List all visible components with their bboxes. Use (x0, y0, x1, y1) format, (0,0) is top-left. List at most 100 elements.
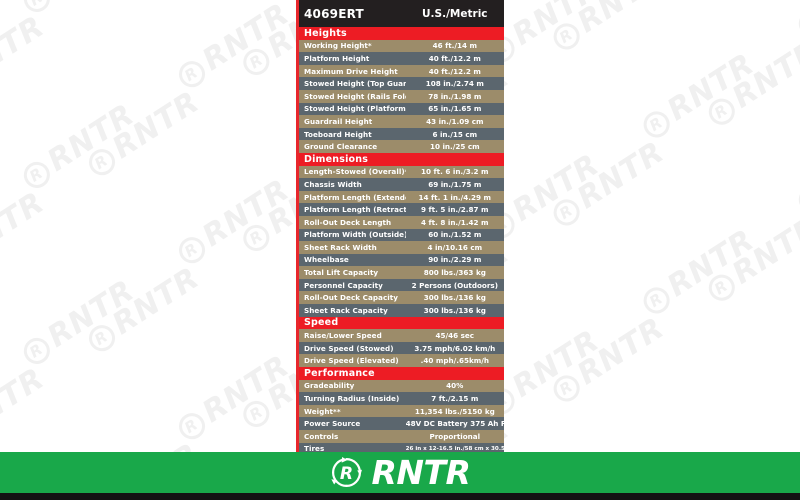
spec-label: Guardrail Height (304, 116, 373, 126)
spec-row: Gradeability 40% (299, 379, 504, 393)
spec-value: 108 in./2.74 m (425, 79, 484, 89)
section-header-row: Dimensions (299, 152, 504, 166)
spec-row: Sheet Rack Capacity 300 lbs./136 kg (299, 304, 504, 317)
spec-value: 43 in./1.09 cm (426, 116, 484, 126)
spec-label: Stowed Height (Platform Floor) (304, 104, 406, 114)
spec-value: 300 lbs./136 kg (423, 293, 486, 303)
spec-value: 2 Persons (Outdoors) (411, 280, 498, 290)
spec-value: 4 ft. 8 in./1.42 m (421, 217, 489, 227)
spec-row: Platform Width (Outside) 60 in./1.52 m (299, 228, 504, 242)
section-title: Dimensions (304, 153, 369, 165)
spec-label: Raise/Lower Speed (304, 331, 382, 341)
spec-value: 78 in./1.98 m (428, 91, 482, 101)
rntr-recycle-ring-icon (793, 181, 800, 218)
spec-label: Ground Clearance (304, 142, 378, 152)
spec-label: Roll-Out Deck Capacity (304, 293, 398, 303)
spec-row: Stowed Height (Top Guardrail) 108 in./2.7… (299, 77, 504, 90)
spec-label: Maximum Drive Height (304, 66, 398, 76)
spec-row: Ground Clearance 10 in./25 cm (299, 140, 504, 153)
spec-label: Stowed Height (Top Guardrail) (304, 79, 406, 89)
table-header-row: 4069ERT U.S./Metric (299, 0, 504, 27)
spec-label: Platform Width (Outside) (304, 230, 406, 240)
spec-label: Platform Height (304, 53, 370, 63)
watermark-item: RNTR (790, 122, 800, 220)
spec-row: Sheet Rack Width 4 in/10.16 cm (299, 241, 504, 254)
spec-row: Platform Length (Retracted) 9 ft. 5 in./2… (299, 203, 504, 216)
section-header-row: Performance (299, 367, 504, 380)
spec-value: 6 in./15 cm (432, 129, 478, 139)
spec-label: Sheet Rack Capacity (304, 305, 388, 315)
section-header-row: Heights (299, 27, 504, 40)
table-body: Heights Working Height* 46 ft./14 m Platfor… (299, 27, 504, 456)
spec-value: 65 in./1.65 m (428, 104, 482, 114)
spec-row: Raise/Lower Speed 45/46 sec (299, 329, 504, 342)
spec-label: Wheelbase (304, 255, 349, 265)
brand-wordmark: RNTR (371, 453, 471, 492)
spec-label: Working Height* (304, 41, 372, 51)
spec-value: 300 lbs./136 kg (423, 305, 486, 315)
spec-value: 10 in./25 cm (429, 142, 480, 152)
spec-row: Platform Height 40 ft./12.2 m (299, 52, 504, 65)
spec-value: 40 ft./12.2 m (428, 53, 481, 63)
banner-underline (0, 493, 800, 500)
spec-row: Controls Proportional (299, 430, 504, 443)
spec-row: Platform Length (Extended) 14 ft. 1 in./4… (299, 190, 504, 204)
spec-row: Turning Radius (Inside) 7 ft./2.15 m (299, 392, 504, 405)
spec-value: 3.75 mph/6.02 km/h (414, 343, 496, 353)
watermark-item: RNTR (0, 185, 51, 283)
spec-row: Chassis Width 69 in./1.75 m (299, 178, 504, 191)
spec-row: Power Source 48V DC Battery 375 Ah Pack (299, 417, 504, 430)
spec-label: Drive Speed (Elevated) (304, 356, 399, 366)
spec-label: Total Lift Capacity (304, 268, 379, 278)
spec-row: Maximum Drive Height 40 ft./12.2 m (299, 64, 504, 78)
spec-row: Drive Speed (Elevated) .40 mph/.65km/h (299, 354, 504, 368)
brand-lockup: R RNTR (330, 456, 471, 489)
spec-value: 90 in./2.29 m (428, 255, 482, 265)
spec-value: Proportional (429, 431, 481, 441)
units-column-header: U.S./Metric (422, 7, 488, 20)
spec-label: Controls (304, 431, 339, 441)
watermark-item: RNTR (0, 9, 51, 107)
spec-row: Roll-Out Deck Capacity 300 lbs./136 kg (299, 291, 504, 305)
spec-row: Personnel Capacity 2 Persons (Outdoors) (299, 278, 504, 292)
spec-label: Turning Radius (Inside) (304, 394, 400, 404)
spec-label: Drive Speed (Stowed) (304, 343, 394, 353)
spec-value: 800 lbs./363 kg (423, 268, 486, 278)
svg-text:R: R (339, 464, 352, 484)
spec-value: 7 ft./2.15 m (431, 394, 479, 404)
spec-label: Length-Stowed (Overall)** (304, 167, 406, 177)
spec-value: 26 in x 12-16.5 in./58 cm x 30.5-42 cm (405, 445, 504, 452)
watermark-item: RNTR (80, 0, 205, 7)
spec-value: 10 ft. 6 in./3.2 m (421, 167, 489, 177)
spec-label: Stowed Height (Rails Folded) (304, 91, 406, 101)
spec-table: 4069ERT U.S./Metric Heights Working Heigh… (296, 0, 504, 456)
model-name: 4069ERT (304, 6, 364, 21)
spec-value: 11,354 lbs./5150 kg (414, 406, 495, 416)
spec-value: 60 in./1.52 m (428, 230, 482, 240)
spec-label: Tires (304, 444, 325, 454)
spec-label: Platform Length (Extended) (304, 192, 406, 202)
section-title: Speed (304, 317, 339, 329)
spec-row: Toeboard Height 6 in./15 cm (299, 127, 504, 141)
spec-row: Drive Speed (Stowed) 3.75 mph/6.02 km/h (299, 341, 504, 355)
spec-label: Gradeability (304, 381, 355, 391)
spec-row: Wheelbase 90 in./2.29 m (299, 253, 504, 267)
spec-value: 48V DC Battery 375 Ah Pack (405, 419, 504, 429)
spec-row: Stowed Height (Rails Folded) 78 in./1.98 … (299, 89, 504, 103)
spec-row: Roll-Out Deck Length 4 ft. 8 in./1.42 m (299, 215, 504, 229)
spec-row: Weight** 11,354 lbs./5150 kg (299, 404, 504, 418)
brand-banner: R RNTR (0, 452, 800, 493)
spec-value: 40 ft./12.2 m (428, 66, 481, 76)
spec-label: Toeboard Height (304, 129, 372, 139)
spec-value: 14 ft. 1 in./4.29 m (418, 192, 492, 202)
spec-label: Weight** (304, 406, 341, 416)
section-title: Heights (304, 27, 347, 39)
spec-label: Personnel Capacity (304, 280, 383, 290)
spec-value: 40% (446, 381, 464, 391)
spec-row: Stowed Height (Platform Floor) 65 in./1.6… (299, 102, 504, 116)
spec-value: 69 in./1.75 m (428, 179, 482, 189)
spec-row: Length-Stowed (Overall)** 10 ft. 6 in./3.… (299, 165, 504, 179)
watermark-item: RNTR (0, 361, 51, 459)
spec-row: Guardrail Height 43 in./1.09 cm (299, 115, 504, 128)
rntr-recycle-ring-icon (793, 5, 800, 42)
